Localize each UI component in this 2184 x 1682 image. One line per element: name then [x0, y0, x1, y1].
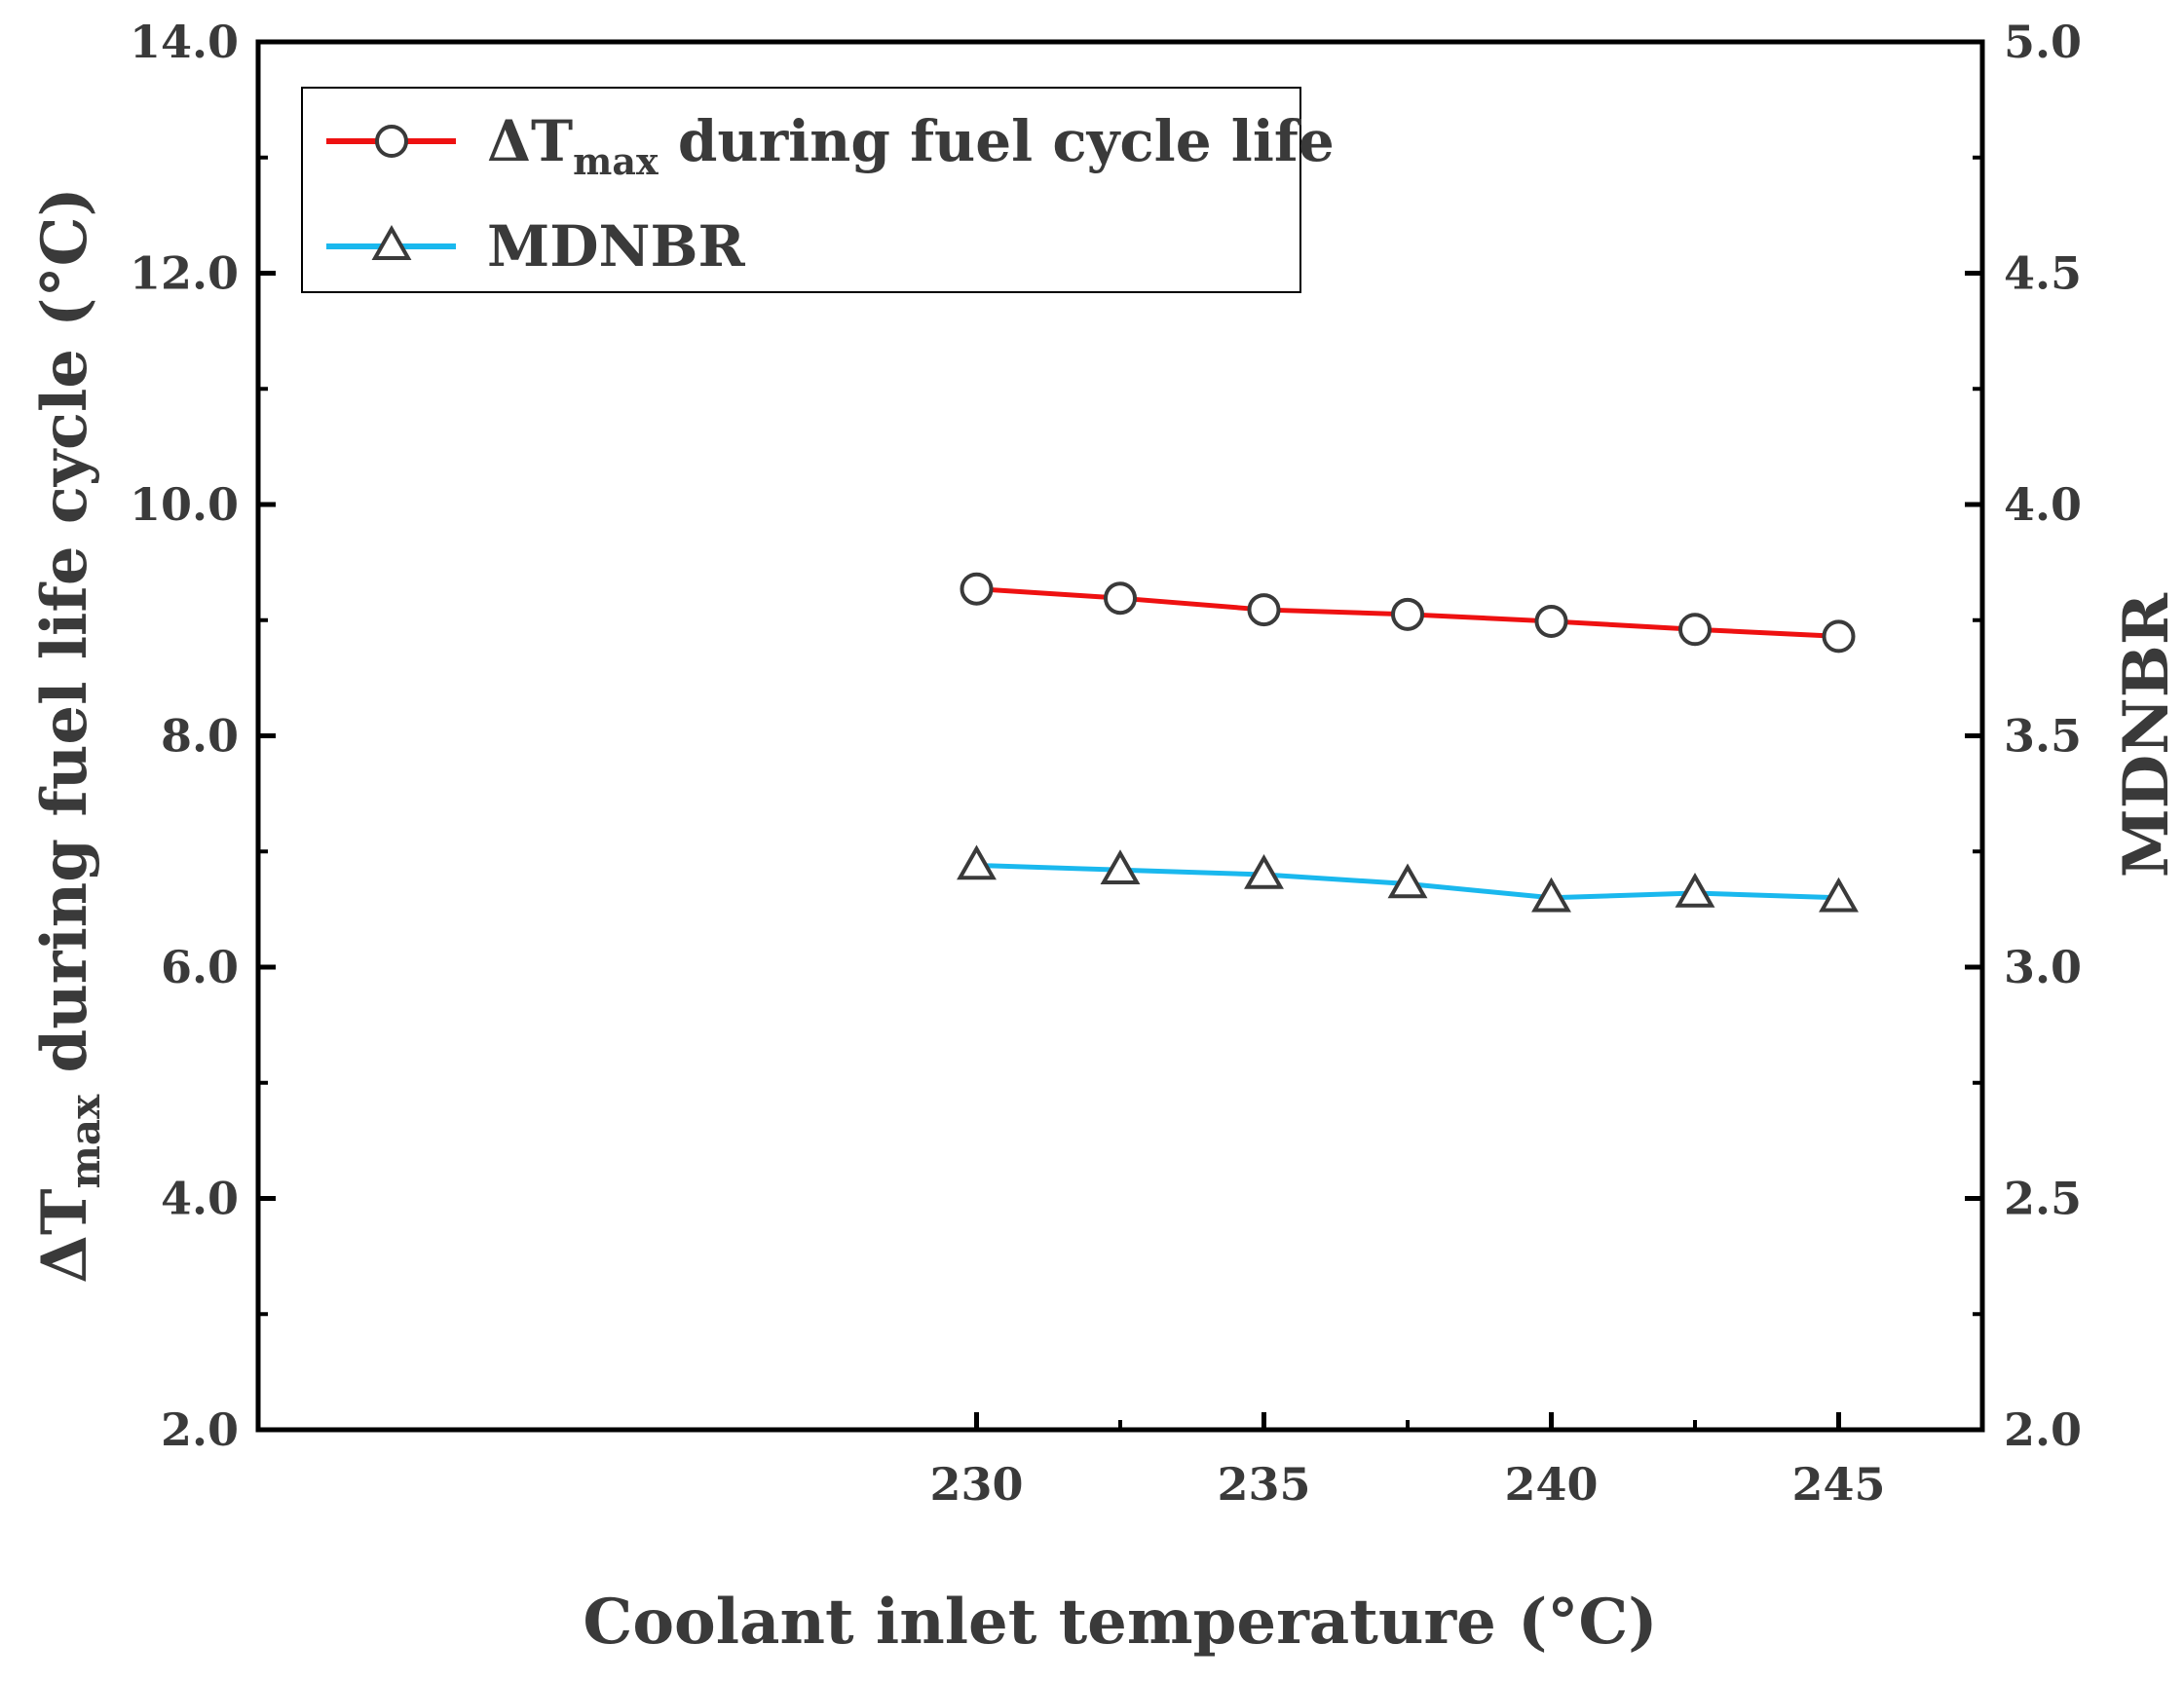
- x-tick-label: 230: [929, 1458, 1023, 1511]
- y-tick-label: 10.0: [130, 478, 239, 531]
- legend-label-mdnbr: MDNBR: [487, 213, 746, 280]
- y-axis-title: ΔTmax during fuel life cycle (°C): [28, 187, 109, 1284]
- y-axis-title-prefix: ΔT: [28, 1189, 101, 1284]
- y-tick-label: 8.0: [161, 710, 239, 763]
- y2-tick-label: 3.0: [2004, 941, 2082, 993]
- y-tick-label: 12.0: [130, 247, 239, 300]
- x-axis-title: Coolant inlet temperature (°C): [583, 1586, 1657, 1659]
- series-layer: [957, 572, 1859, 913]
- data-point-triangle: [1387, 863, 1428, 899]
- y2-axis-title: MDNBR: [2110, 592, 2183, 878]
- y2-tick-label: 3.5: [2004, 710, 2082, 763]
- data-point-circle: [1678, 613, 1712, 647]
- y2-tick-label: 2.0: [2004, 1403, 2082, 1456]
- legend-marker-triangle-icon: [371, 224, 412, 260]
- y2-tick-label: 4.5: [2004, 247, 2082, 300]
- y-tick-label: 6.0: [161, 941, 239, 993]
- data-point-triangle: [1531, 877, 1571, 913]
- y2-tick-label: 2.5: [2004, 1173, 2082, 1225]
- legend-marker-circle-icon: [375, 125, 408, 158]
- data-point-triangle: [1819, 877, 1859, 913]
- legend-label-delta-tmax: ΔTmax during fuel cycle life: [487, 108, 1335, 183]
- data-point-circle: [1104, 581, 1137, 616]
- y2-tick-label: 5.0: [2004, 16, 2082, 68]
- plot-frame: [255, 39, 1985, 1433]
- data-point-circle: [1534, 604, 1568, 638]
- data-point-circle: [1391, 597, 1424, 631]
- y-tick-label: 2.0: [161, 1403, 239, 1456]
- data-point-circle: [1822, 619, 1856, 654]
- data-point-triangle: [957, 844, 997, 880]
- data-point-triangle: [1100, 849, 1141, 884]
- legend: ΔTmax during fuel cycle life MDNBR: [301, 87, 1335, 293]
- legend-box: [301, 87, 1301, 293]
- x-tick-label: 245: [1791, 1458, 1885, 1511]
- y-tick-label: 4.0: [161, 1173, 239, 1225]
- y-axis-title-subscript: max: [61, 1094, 109, 1189]
- ticks-layer: 2.0 4.0 6.0 8.0 10.0 12.0 14.0 2.0 2.5 3.0 3.5 4.0 4…: [130, 16, 2082, 1511]
- data-point-triangle: [1244, 853, 1284, 889]
- data-point-circle: [1247, 593, 1281, 627]
- y-axis-title-suffix: during fuel life cycle (°C): [28, 187, 101, 1095]
- y2-tick-label: 4.0: [2004, 478, 2082, 531]
- y-tick-label: 14.0: [130, 16, 239, 68]
- data-point-circle: [960, 572, 994, 606]
- data-point-triangle: [1675, 872, 1715, 908]
- x-tick-label: 235: [1217, 1458, 1310, 1511]
- x-tick-label: 240: [1504, 1458, 1598, 1511]
